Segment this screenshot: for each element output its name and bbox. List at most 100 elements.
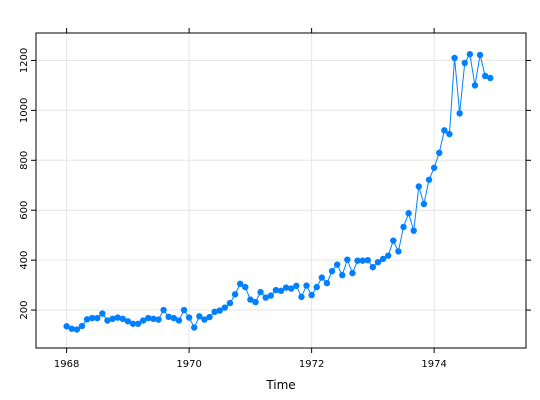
data-point: [420, 200, 428, 208]
y-tick-label: 1200: [19, 48, 30, 73]
data-point: [288, 285, 295, 292]
data-point: [293, 282, 300, 290]
data-point: [354, 257, 361, 264]
data-point: [333, 261, 341, 268]
data-point: [430, 164, 438, 171]
y-tick-label: 800: [19, 151, 30, 170]
data-point: [272, 286, 280, 294]
data-point: [313, 283, 320, 291]
data-point: [344, 256, 351, 263]
data-point: [247, 296, 254, 303]
data-point: [405, 210, 412, 217]
data-point: [129, 320, 137, 327]
data-point: [196, 313, 203, 320]
data-point: [252, 298, 259, 306]
data-point: [487, 74, 494, 82]
data-point: [298, 293, 305, 301]
data-point: [339, 271, 346, 279]
data-point: [384, 252, 392, 259]
data-point: [267, 292, 274, 299]
data-point: [308, 291, 315, 299]
data-point: [150, 315, 157, 322]
data-point: [425, 176, 433, 183]
data-point: [231, 291, 239, 298]
data-point: [282, 284, 290, 291]
data-point: [369, 263, 377, 271]
data-point: [114, 314, 121, 321]
data-point: [155, 316, 162, 323]
data-point: [379, 255, 387, 263]
y-tick-label: 600: [19, 201, 30, 220]
x-axis: 1968 1970 1972 1974: [54, 28, 447, 370]
data-point: [119, 315, 126, 322]
data-point: [134, 320, 142, 327]
data-point: [94, 314, 101, 322]
data-point: [395, 248, 402, 255]
data-point: [441, 127, 448, 134]
data-point: [226, 299, 234, 307]
data-point: [476, 51, 484, 59]
data-point: [466, 51, 474, 58]
data-point: [359, 257, 366, 264]
data-point: [191, 324, 198, 331]
data-point: [451, 54, 458, 62]
data-point: [257, 288, 264, 296]
data-point: [99, 310, 106, 317]
data-point: [216, 307, 223, 314]
data-point: [139, 317, 147, 324]
plot-frame: [35, 32, 527, 349]
data-point: [165, 313, 172, 320]
data-point: [323, 279, 331, 287]
x-tick-label: 1974: [421, 359, 446, 370]
x-tick-label: 1968: [54, 359, 79, 370]
x-tick-label: 1970: [176, 359, 201, 370]
data-point: [180, 306, 188, 314]
data-point: [436, 149, 443, 157]
data-point: [124, 318, 132, 325]
data-point: [415, 183, 423, 190]
data-point: [262, 294, 269, 301]
data-point: [160, 306, 167, 314]
data-point: [456, 110, 463, 117]
data-point: [170, 314, 178, 322]
grid-lines: [36, 33, 526, 348]
data-point: [185, 314, 193, 321]
data-point: [461, 59, 468, 67]
data-point: [374, 258, 382, 266]
series-points: [63, 51, 494, 333]
data-point: [88, 314, 96, 322]
data-point: [63, 323, 70, 330]
data-point: [201, 316, 208, 323]
data-point: [83, 316, 91, 323]
data-point: [221, 304, 229, 311]
data-point: [390, 237, 397, 244]
data-point: [364, 256, 371, 264]
data-point: [145, 314, 152, 322]
data-point: [78, 322, 86, 330]
data-point: [109, 315, 116, 322]
data-point: [236, 280, 244, 288]
y-tick-label: 400: [19, 251, 30, 270]
x-tick-label: 1972: [299, 359, 324, 370]
data-point: [73, 326, 81, 333]
data-point: [446, 130, 453, 138]
y-tick-label: 200: [19, 301, 30, 320]
y-axis: 200 400 600 800 1000 1200: [19, 48, 531, 320]
y-tick-label: 1000: [19, 98, 30, 123]
data-point: [104, 317, 111, 324]
x-axis-title: Time: [265, 378, 295, 392]
data-point: [242, 283, 249, 291]
data-point: [211, 308, 218, 316]
data-point: [400, 223, 407, 231]
data-point: [318, 274, 326, 281]
data-point: [277, 287, 285, 295]
data-point: [303, 282, 310, 289]
data-point: [410, 227, 417, 234]
data-point: [206, 313, 213, 321]
data-point: [349, 269, 356, 277]
data-point: [328, 267, 336, 275]
data-point: [481, 72, 489, 80]
data-point: [471, 82, 479, 89]
data-point: [175, 317, 183, 324]
